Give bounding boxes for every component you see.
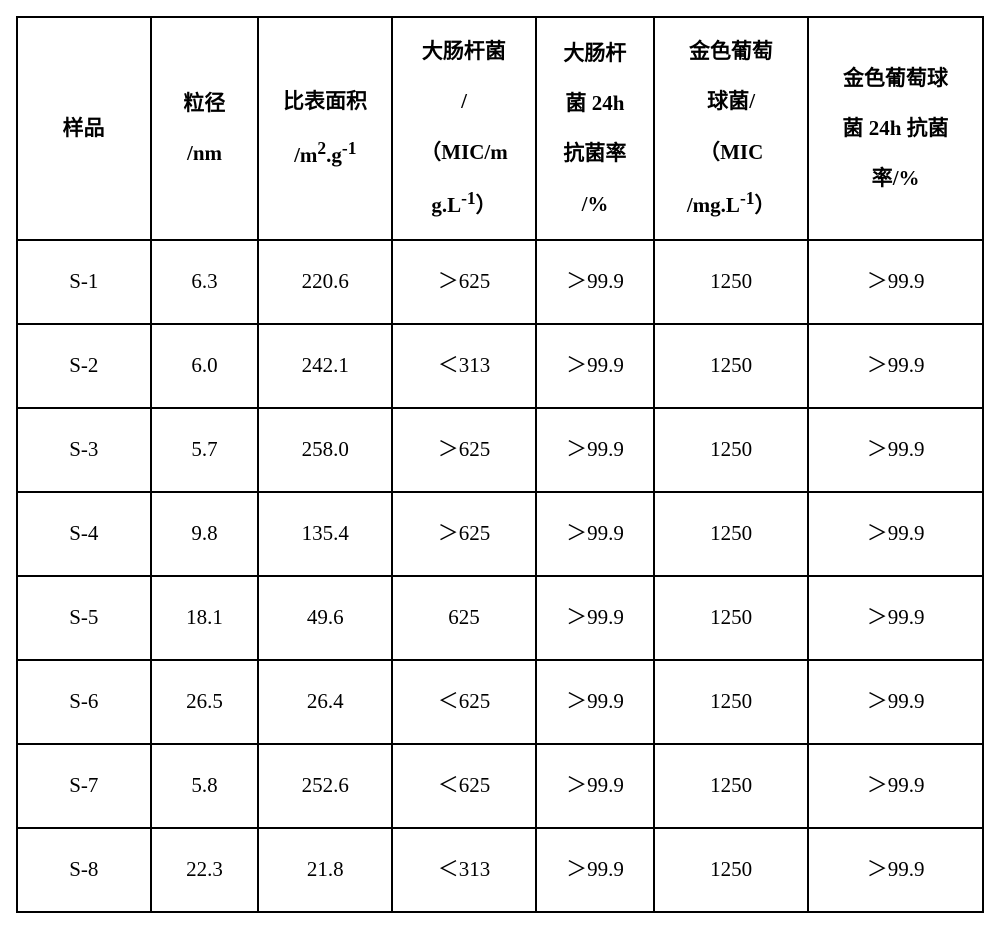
- data-table: 样品粒径/nm比表面积/m2.g-1大肠杆菌/（MIC/mg.L-1）大肠杆菌 …: [16, 16, 984, 913]
- cell-sa_mic: 1250: [654, 744, 808, 828]
- cell-ecoli_rate: ＞99.9: [536, 744, 654, 828]
- cell-size: 5.7: [151, 408, 259, 492]
- cell-surface: 26.4: [258, 660, 392, 744]
- cell-surface: 49.6: [258, 576, 392, 660]
- cell-sa_mic: 1250: [654, 576, 808, 660]
- cell-size: 26.5: [151, 660, 259, 744]
- header-sa_rate: 金色葡萄球菌 24h 抗菌率/%: [808, 17, 983, 240]
- cell-surface: 135.4: [258, 492, 392, 576]
- table-row: S-518.149.6625＞99.91250＞99.9: [17, 576, 983, 660]
- cell-sa_rate: ＞99.9: [808, 660, 983, 744]
- cell-sample: S-8: [17, 828, 151, 912]
- cell-ecoli_mic: ＞625: [392, 408, 536, 492]
- cell-surface: 220.6: [258, 240, 392, 324]
- header-ecoli_rate: 大肠杆菌 24h抗菌率/%: [536, 17, 654, 240]
- table-row: S-75.8252.6＜625＞99.91250＞99.9: [17, 744, 983, 828]
- cell-sa_rate: ＞99.9: [808, 828, 983, 912]
- cell-sa_rate: ＞99.9: [808, 324, 983, 408]
- cell-surface: 252.6: [258, 744, 392, 828]
- cell-size: 18.1: [151, 576, 259, 660]
- header-sa_mic: 金色葡萄球菌/（MIC/mg.L-1）: [654, 17, 808, 240]
- cell-size: 22.3: [151, 828, 259, 912]
- table-row: S-49.8135.4＞625＞99.91250＞99.9: [17, 492, 983, 576]
- table-row: S-626.526.4＜625＞99.91250＞99.9: [17, 660, 983, 744]
- table-row: S-26.0242.1＜313＞99.91250＞99.9: [17, 324, 983, 408]
- cell-size: 6.3: [151, 240, 259, 324]
- cell-size: 9.8: [151, 492, 259, 576]
- table-row: S-35.7258.0＞625＞99.91250＞99.9: [17, 408, 983, 492]
- cell-surface: 258.0: [258, 408, 392, 492]
- cell-ecoli_mic: ＜313: [392, 324, 536, 408]
- cell-ecoli_mic: ＜625: [392, 744, 536, 828]
- cell-ecoli_rate: ＞99.9: [536, 324, 654, 408]
- cell-ecoli_rate: ＞99.9: [536, 576, 654, 660]
- table-row: S-822.321.8＜313＞99.91250＞99.9: [17, 828, 983, 912]
- cell-sa_rate: ＞99.9: [808, 408, 983, 492]
- cell-ecoli_mic: ＞625: [392, 240, 536, 324]
- cell-sample: S-5: [17, 576, 151, 660]
- table-row: S-16.3220.6＞625＞99.91250＞99.9: [17, 240, 983, 324]
- table-header: 样品粒径/nm比表面积/m2.g-1大肠杆菌/（MIC/mg.L-1）大肠杆菌 …: [17, 17, 983, 240]
- cell-sample: S-6: [17, 660, 151, 744]
- cell-ecoli_rate: ＞99.9: [536, 828, 654, 912]
- cell-ecoli_mic: ＞625: [392, 492, 536, 576]
- cell-sa_mic: 1250: [654, 408, 808, 492]
- header-size: 粒径/nm: [151, 17, 259, 240]
- cell-sa_mic: 1250: [654, 492, 808, 576]
- cell-sa_rate: ＞99.9: [808, 576, 983, 660]
- cell-sa_mic: 1250: [654, 660, 808, 744]
- header-surface: 比表面积/m2.g-1: [258, 17, 392, 240]
- cell-sample: S-2: [17, 324, 151, 408]
- header-sample: 样品: [17, 17, 151, 240]
- cell-ecoli_mic: ＜313: [392, 828, 536, 912]
- cell-sa_mic: 1250: [654, 240, 808, 324]
- cell-sa_rate: ＞99.9: [808, 240, 983, 324]
- cell-size: 6.0: [151, 324, 259, 408]
- cell-ecoli_rate: ＞99.9: [536, 408, 654, 492]
- cell-ecoli_mic: ＜625: [392, 660, 536, 744]
- cell-surface: 21.8: [258, 828, 392, 912]
- header-row: 样品粒径/nm比表面积/m2.g-1大肠杆菌/（MIC/mg.L-1）大肠杆菌 …: [17, 17, 983, 240]
- header-ecoli_mic: 大肠杆菌/（MIC/mg.L-1）: [392, 17, 536, 240]
- cell-sample: S-7: [17, 744, 151, 828]
- cell-size: 5.8: [151, 744, 259, 828]
- cell-ecoli_rate: ＞99.9: [536, 240, 654, 324]
- cell-sa_mic: 1250: [654, 324, 808, 408]
- cell-sa_mic: 1250: [654, 828, 808, 912]
- cell-sample: S-1: [17, 240, 151, 324]
- cell-ecoli_rate: ＞99.9: [536, 492, 654, 576]
- cell-sample: S-3: [17, 408, 151, 492]
- cell-sa_rate: ＞99.9: [808, 492, 983, 576]
- cell-sa_rate: ＞99.9: [808, 744, 983, 828]
- cell-ecoli_mic: 625: [392, 576, 536, 660]
- table-body: S-16.3220.6＞625＞99.91250＞99.9S-26.0242.1…: [17, 240, 983, 912]
- cell-surface: 242.1: [258, 324, 392, 408]
- cell-sample: S-4: [17, 492, 151, 576]
- cell-ecoli_rate: ＞99.9: [536, 660, 654, 744]
